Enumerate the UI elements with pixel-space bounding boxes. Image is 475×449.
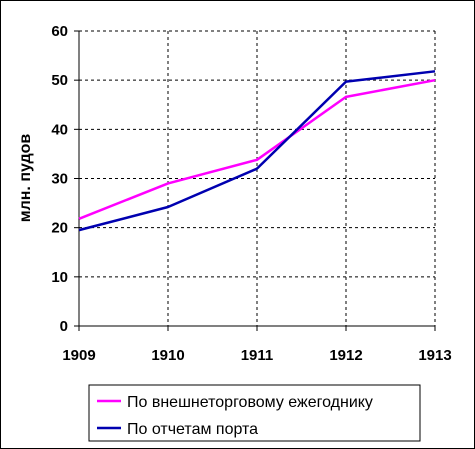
y-tick-labels: 0 10 20 30 40 50 60	[51, 23, 68, 335]
x-tick-labels: 1909 1910 1911 1912 1913	[62, 347, 451, 364]
y-tick-label: 30	[51, 171, 68, 188]
x-tick-label: 1913	[418, 347, 451, 364]
y-tick-label: 0	[60, 318, 68, 335]
grid	[79, 30, 436, 326]
legend-label-2: По отчетам порта	[127, 421, 258, 438]
x-tick-label: 1911	[241, 347, 274, 364]
x-tick-label: 1909	[62, 347, 95, 364]
x-tick-label: 1912	[329, 347, 362, 364]
legend-label-1: По внешнеторговому ежегоднику	[127, 394, 373, 411]
y-tick-label: 50	[51, 72, 68, 89]
series-line-1	[78, 78, 436, 220]
legend: По внешнеторговому ежегоднику По отчетам …	[88, 384, 421, 442]
y-tick-label: 60	[51, 23, 68, 40]
x-tick-label: 1910	[151, 347, 184, 364]
y-tick-label: 20	[51, 220, 68, 237]
legend-box	[88, 384, 421, 442]
series-line-2	[78, 70, 436, 232]
axes	[74, 30, 436, 331]
y-axis-label: млн. пудов	[17, 134, 34, 223]
series-lines	[78, 70, 436, 232]
y-tick-label: 40	[51, 121, 68, 138]
y-tick-label: 10	[51, 269, 68, 286]
